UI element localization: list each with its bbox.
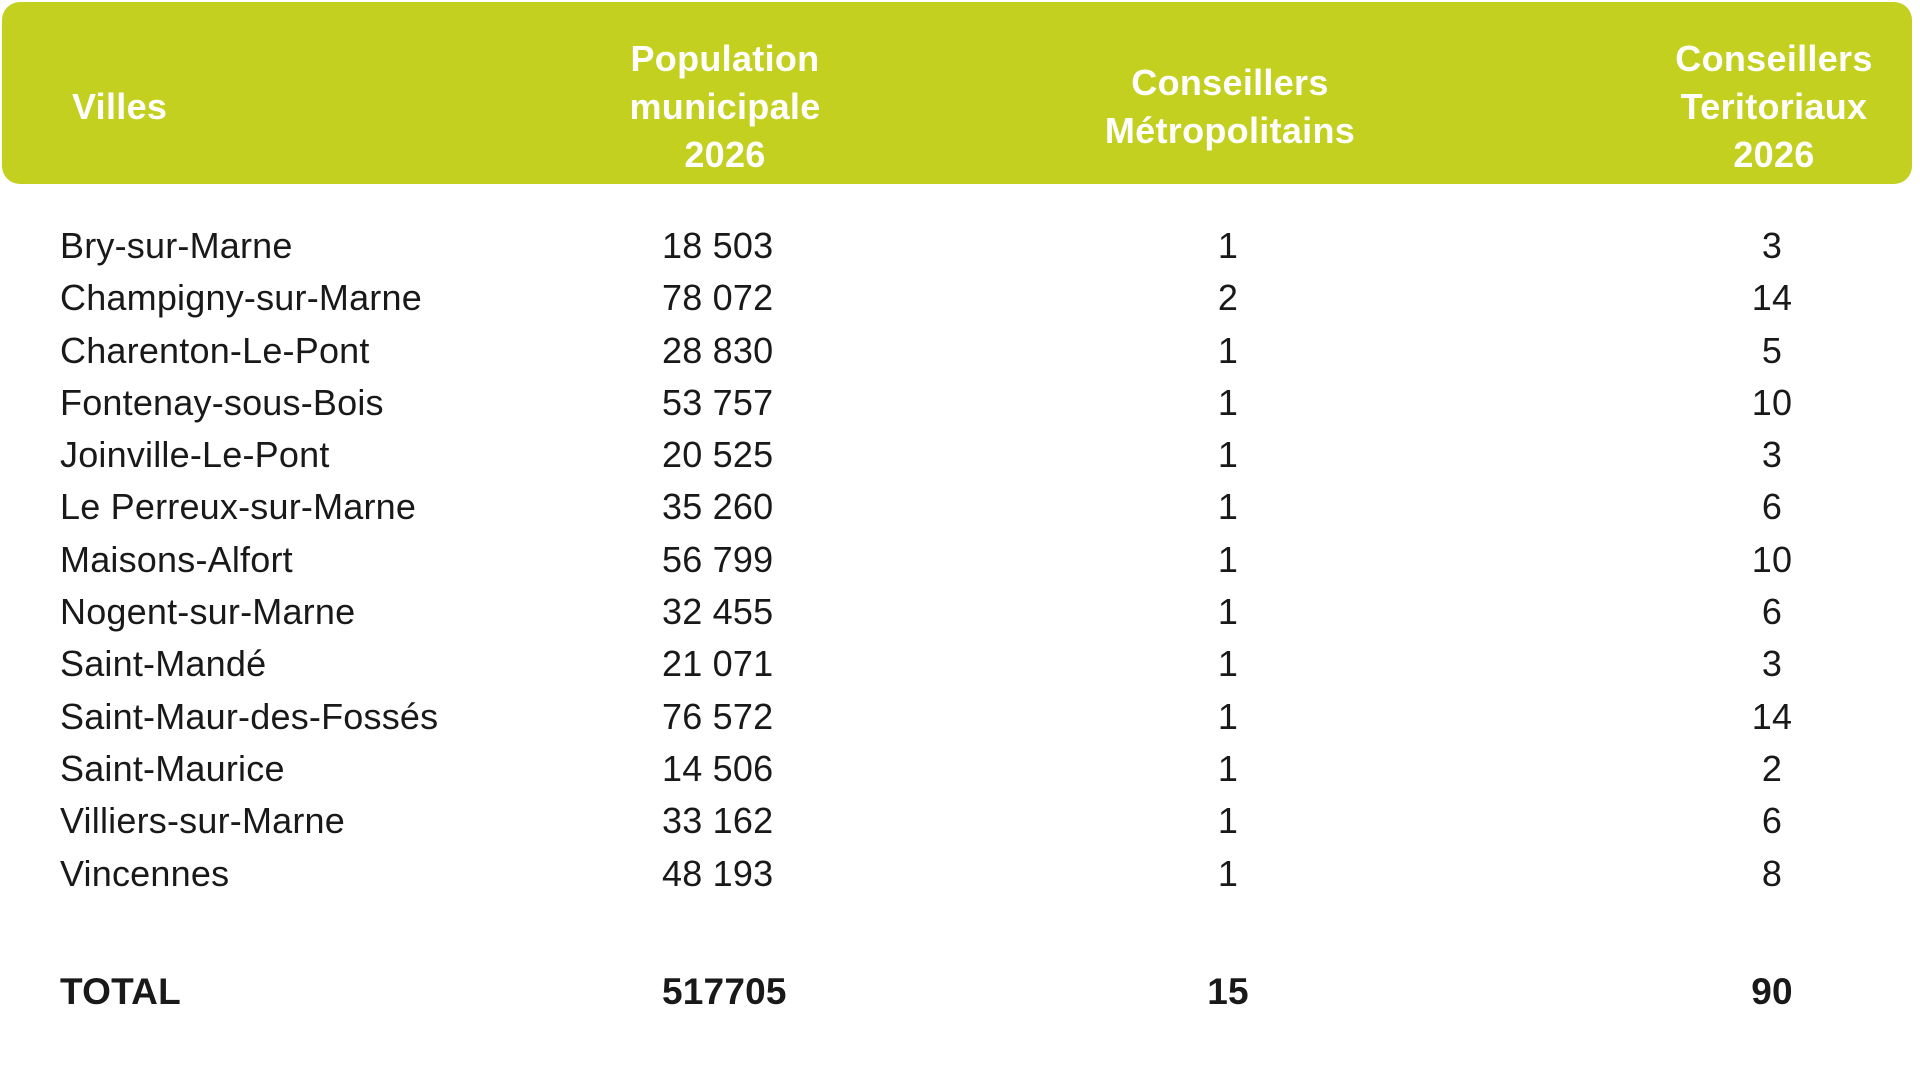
cell-conseillers-metropolitains: 1 [1217, 643, 1239, 685]
cell-conseillers-territoriaux: 3 [1761, 434, 1783, 476]
col-header-villes-label: Villes [72, 86, 168, 127]
table-header: Villes Population municipale 2026 Consei… [2, 2, 1912, 184]
cell-population: 21 071 [662, 643, 774, 685]
cell-conseillers-territoriaux: 5 [1761, 329, 1783, 371]
cell-conseillers-metropolitains: 1 [1217, 329, 1239, 371]
cell-ville: Saint-Maur-des-Fossés [60, 695, 439, 737]
cell-conseillers-metropolitains: 1 [1217, 225, 1239, 266]
cell-conseillers-metropolitains: 2 [1217, 277, 1239, 319]
cell-ville: Villiers-sur-Marne [60, 800, 345, 842]
total-population: 517705 [662, 971, 787, 1012]
cell-conseillers-territoriaux: 6 [1761, 800, 1783, 842]
cell-conseillers-territoriaux: 10 [1751, 538, 1793, 580]
cell-conseillers-metropolitains: 1 [1217, 381, 1239, 423]
table-body: Bry-sur-Marne 18 503 1 3 Champigny-sur-M… [0, 220, 1920, 900]
table-row: Saint-Mandé 21 071 1 3 [0, 638, 1920, 690]
cell-ville: Maisons-Alfort [60, 538, 293, 580]
header-line: Conseillers [1131, 62, 1329, 103]
cell-conseillers-territoriaux: 14 [1751, 277, 1793, 319]
cell-conseillers-territoriaux: 3 [1761, 643, 1783, 685]
cell-population: 48 193 [662, 852, 774, 894]
header-line: 2026 [684, 134, 766, 175]
cell-conseillers-metropolitains: 1 [1217, 852, 1239, 894]
total-conseillers-metropolitains: 15 [1207, 971, 1249, 1012]
table-row: Saint-Maurice 14 506 1 2 [0, 743, 1920, 795]
table-total-row: TOTAL 517705 15 90 [0, 966, 1920, 1018]
cell-conseillers-territoriaux: 10 [1751, 381, 1793, 423]
cell-ville: Fontenay-sous-Bois [60, 381, 384, 423]
cell-ville: Bry-sur-Marne [60, 225, 293, 266]
cell-ville: Nogent-sur-Marne [60, 591, 356, 633]
cell-conseillers-metropolitains: 1 [1217, 747, 1239, 789]
cell-ville: Charenton-Le-Pont [60, 329, 370, 371]
cell-population: 28 830 [662, 329, 774, 371]
cell-conseillers-territoriaux: 6 [1761, 486, 1783, 528]
table-row: Vincennes 48 193 1 8 [0, 848, 1920, 900]
cell-ville: Le Perreux-sur-Marne [60, 486, 417, 528]
cell-population: 33 162 [662, 800, 774, 842]
cell-ville: Saint-Maurice [60, 747, 285, 789]
cell-population: 14 506 [662, 747, 774, 789]
col-header-conseillers-metropolitains: Conseillers Métropolitains [1030, 2, 1430, 184]
header-line: Teritoriaux [1680, 86, 1868, 127]
header-line: Métropolitains [1104, 110, 1356, 151]
table-row: Maisons-Alfort 56 799 1 10 [0, 534, 1920, 586]
col-header-population: Population municipale 2026 [525, 2, 925, 184]
cell-population: 53 757 [662, 381, 774, 423]
cell-population: 18 503 [662, 225, 774, 266]
header-line: 2026 [1733, 134, 1815, 175]
table-row: Saint-Maur-des-Fossés 76 572 1 14 [0, 691, 1920, 743]
cell-conseillers-territoriaux: 3 [1761, 225, 1783, 266]
table-row: Charenton-Le-Pont 28 830 1 5 [0, 325, 1920, 377]
cell-population: 35 260 [662, 486, 774, 528]
cell-conseillers-metropolitains: 1 [1217, 695, 1239, 737]
table-row: Le Perreux-sur-Marne 35 260 1 6 [0, 481, 1920, 533]
col-header-conseillers-territoriaux: Conseillers Teritoriaux 2026 [1584, 2, 1920, 184]
table-row: Bry-sur-Marne 18 503 1 3 [0, 220, 1920, 272]
header-line: Conseillers [1675, 38, 1873, 79]
table-row: Champigny-sur-Marne 78 072 2 14 [0, 272, 1920, 324]
total-label: TOTAL [60, 971, 181, 1012]
total-conseillers-territoriaux: 90 [1751, 971, 1793, 1012]
col-header-villes: Villes [72, 2, 167, 184]
cell-conseillers-territoriaux: 2 [1761, 747, 1783, 789]
cell-ville: Joinville-Le-Pont [60, 434, 330, 476]
cell-population: 76 572 [662, 695, 774, 737]
cell-population: 56 799 [662, 538, 774, 580]
table-row: Nogent-sur-Marne 32 455 1 6 [0, 586, 1920, 638]
cell-conseillers-metropolitains: 1 [1217, 800, 1239, 842]
header-line: municipale [629, 86, 821, 127]
cell-population: 78 072 [662, 277, 774, 319]
cell-conseillers-metropolitains: 1 [1217, 434, 1239, 476]
cell-conseillers-territoriaux: 8 [1761, 852, 1783, 894]
cell-conseillers-territoriaux: 6 [1761, 591, 1783, 633]
cell-conseillers-metropolitains: 1 [1217, 591, 1239, 633]
table-row: Fontenay-sous-Bois 53 757 1 10 [0, 377, 1920, 429]
header-line: Population [630, 38, 820, 79]
table-row: Joinville-Le-Pont 20 525 1 3 [0, 429, 1920, 481]
table-row: Villiers-sur-Marne 33 162 1 6 [0, 795, 1920, 847]
cell-ville: Vincennes [60, 852, 230, 894]
cell-population: 32 455 [662, 591, 774, 633]
cell-population: 20 525 [662, 434, 774, 476]
cell-conseillers-metropolitains: 1 [1217, 538, 1239, 580]
cell-conseillers-metropolitains: 1 [1217, 486, 1239, 528]
cell-ville: Saint-Mandé [60, 643, 267, 685]
cell-conseillers-territoriaux: 14 [1751, 695, 1793, 737]
cell-ville: Champigny-sur-Marne [60, 277, 422, 319]
